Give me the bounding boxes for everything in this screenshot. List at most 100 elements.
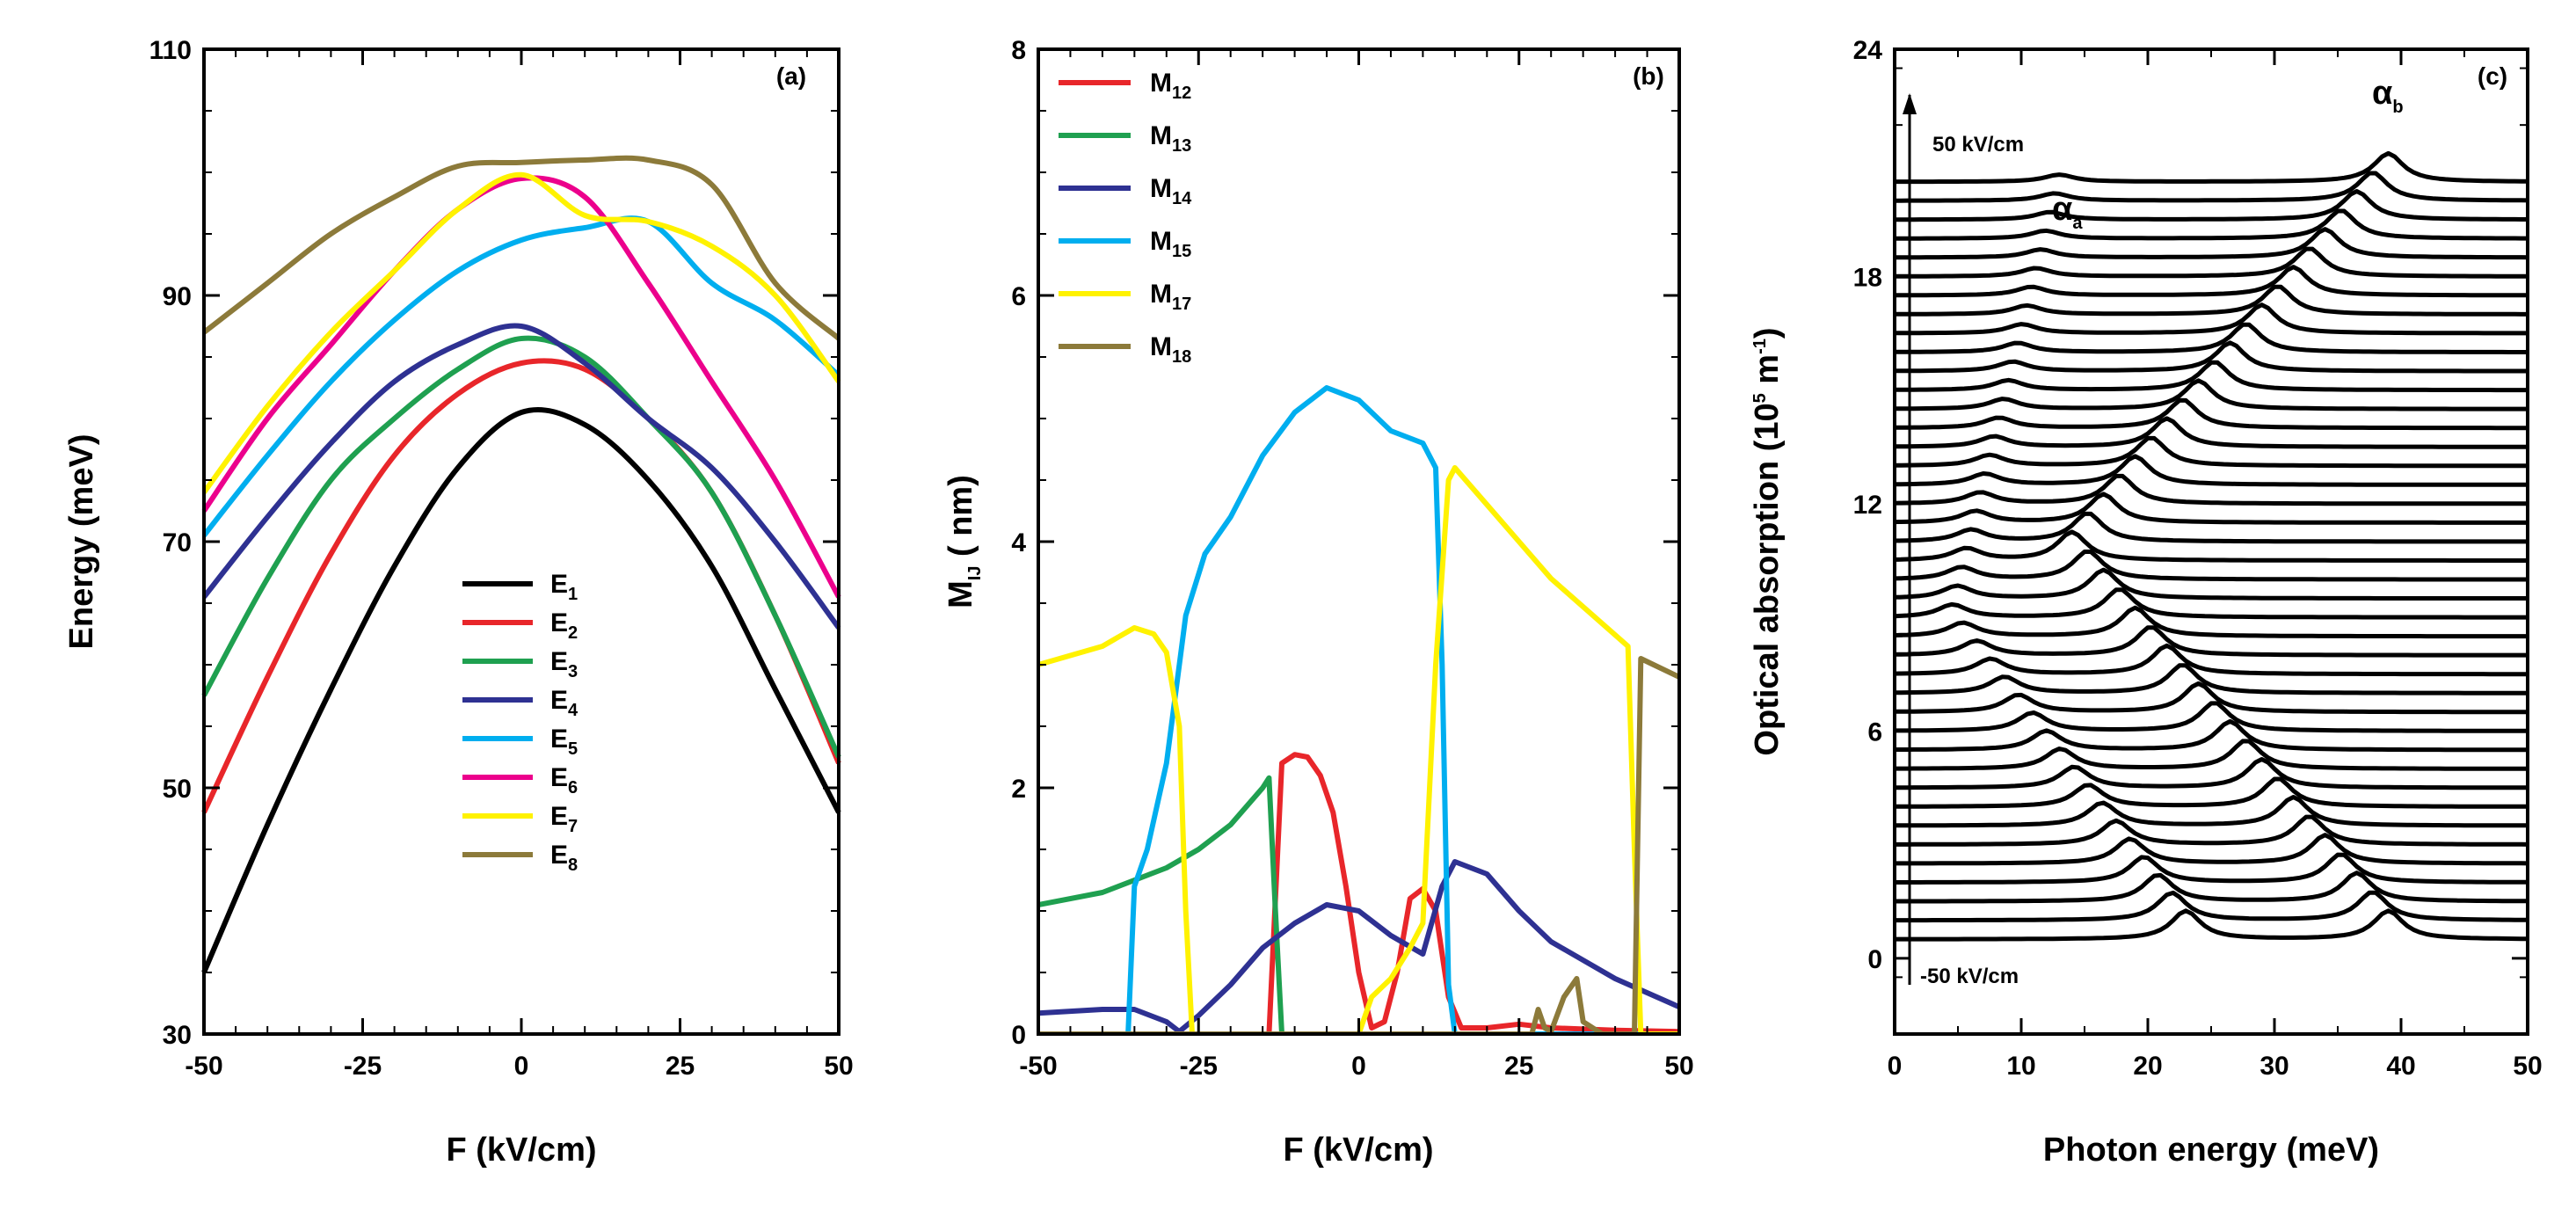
series-m13-line — [1038, 775, 1679, 1034]
annot-peak-a-symbol: α — [2052, 191, 2072, 228]
absorption-curve-34 — [1895, 265, 2528, 298]
series-m15-line — [1038, 385, 1679, 1034]
legend-e6-label: E6 — [550, 763, 578, 798]
panel-c-label: (c) — [2478, 62, 2507, 90]
absorption-curve-14 — [1894, 643, 2528, 677]
absorption-curve-10 — [1895, 718, 2528, 753]
annot-peak-b-symbol: α — [2372, 75, 2392, 112]
panel-c-ytick-label-3: 18 — [1853, 263, 1882, 292]
series-e5-line — [201, 215, 840, 537]
annot-peak-b: αb — [2372, 75, 2404, 117]
panel-c-xlabel: Photon energy (meV) — [2043, 1132, 2379, 1169]
legend-sub: 4 — [568, 701, 579, 720]
series-e4-line — [201, 323, 841, 630]
legend-sub: 14 — [1172, 189, 1192, 208]
panel-b-series — [1038, 385, 1679, 1034]
absorption-curve-40 — [1895, 150, 2528, 185]
panel-b-ytick-label-0: 0 — [1011, 1021, 1026, 1050]
annot-top-field: 50 kV/cm — [1932, 133, 2024, 157]
absorption-curve-1 — [1895, 890, 2529, 923]
legend-base: E — [550, 841, 568, 870]
panel-c-ylabel-sup1: 5 — [1750, 393, 1770, 403]
absorption-curve-17 — [1894, 587, 2528, 620]
absorption-curve-24 — [1895, 454, 2528, 487]
panel-a-ytick-label-3: 90 — [163, 282, 192, 311]
panel-b-ylabel: MIJ ( nm) — [942, 475, 985, 608]
absorption-curve-20 — [1894, 529, 2528, 563]
panel-a-ytick-label-1: 50 — [163, 775, 192, 804]
absorption-curve-4 — [1895, 833, 2529, 866]
absorption-curve-30 — [1895, 340, 2528, 374]
absorption-curve-23 — [1894, 473, 2528, 506]
legend-sub: 12 — [1172, 84, 1191, 103]
annot-peak-b-sub: b — [2392, 98, 2403, 117]
legend-base: E — [550, 763, 568, 792]
series-m12-line — [1038, 752, 1679, 1034]
panel-b-xtick-label-2: 0 — [1351, 1052, 1366, 1081]
legend-base: E — [550, 802, 568, 831]
panel-b-ytick-label-4: 8 — [1011, 36, 1026, 65]
absorption-curve-8 — [1895, 757, 2528, 790]
panel-b-xtick-label-4: 50 — [1664, 1052, 1693, 1081]
legend-m18-label: M18 — [1150, 332, 1191, 367]
series-e7-line — [201, 171, 841, 494]
absorption-curve-19 — [1894, 550, 2528, 582]
legend-sub: 8 — [568, 856, 578, 875]
absorption-curve-39 — [1895, 171, 2529, 203]
legend-e8-label: E8 — [550, 841, 578, 875]
absorption-curve-11 — [1895, 701, 2528, 733]
annot-peak-a-sub: a — [2072, 214, 2083, 233]
annot-peak-a: αa — [2052, 191, 2083, 233]
legend-e7-label: E7 — [550, 802, 578, 836]
legend-sub: 1 — [568, 585, 578, 604]
field-arrow-head — [1903, 93, 1917, 114]
legend-base: E — [550, 570, 568, 599]
panel-c-ylabel: Optical absorption (105 m-1) — [1749, 327, 1786, 755]
panel-c-xtick-label-3: 30 — [2259, 1052, 2289, 1081]
legend-base: E — [550, 686, 568, 715]
series-e6-line — [201, 175, 841, 599]
panel-b-ylabel-suffix: ( nm) — [942, 475, 979, 565]
panel-a-ytick-label-2: 70 — [163, 528, 192, 557]
legend-m13-label: M13 — [1150, 121, 1191, 156]
absorption-curve-13 — [1895, 663, 2528, 696]
legend-e1-label: E1 — [550, 570, 578, 604]
panel-b-ylabel-sub: IJ — [965, 566, 985, 581]
absorption-curve-27 — [1895, 397, 2528, 431]
panel-a-xtick-label-3: 25 — [666, 1052, 695, 1081]
legend-e4-label: E4 — [550, 686, 579, 720]
absorption-curve-28 — [1895, 378, 2528, 411]
absorption-curve-38 — [1895, 189, 2528, 222]
panel-a-ylabel: Energy (meV) — [63, 434, 100, 650]
series-m14-line — [1038, 859, 1679, 1034]
absorption-curve-35 — [1894, 246, 2528, 279]
panel-a-ytick-label-0: 30 — [163, 1021, 192, 1050]
absorption-curve-7 — [1894, 776, 2528, 809]
panel-a-xlabel: F (kV/cm) — [446, 1132, 596, 1169]
legend-sub: 15 — [1172, 242, 1191, 261]
absorption-curve-26 — [1894, 416, 2528, 449]
panel-c-ylabel-suffix: ) — [1749, 327, 1786, 339]
legend-base: E — [550, 608, 568, 637]
panel-c-ylabel-prefix: Optical absorption (10 — [1749, 403, 1786, 755]
series-m17-line — [1038, 465, 1679, 1034]
legend-m15-label: M15 — [1150, 227, 1191, 261]
legend-e3-label: E3 — [550, 647, 578, 681]
absorption-curve-36 — [1895, 227, 2529, 260]
absorption-curve-18 — [1894, 567, 2528, 601]
legend-base: E — [550, 725, 568, 754]
legend-base: M — [1150, 280, 1172, 309]
legend-sub: 2 — [568, 623, 578, 643]
panel-b-xlabel: F (kV/cm) — [1283, 1132, 1433, 1169]
absorption-curve-22 — [1894, 492, 2528, 525]
panel-a-xtick-label-0: -50 — [185, 1052, 222, 1081]
legend-sub: 6 — [568, 778, 578, 798]
absorption-curve-31 — [1895, 322, 2528, 354]
panel-b-ytick-label-2: 4 — [1011, 528, 1026, 557]
absorption-curve-15 — [1894, 625, 2528, 658]
series-e8-line — [202, 155, 840, 341]
absorption-curve-6 — [1895, 795, 2528, 828]
